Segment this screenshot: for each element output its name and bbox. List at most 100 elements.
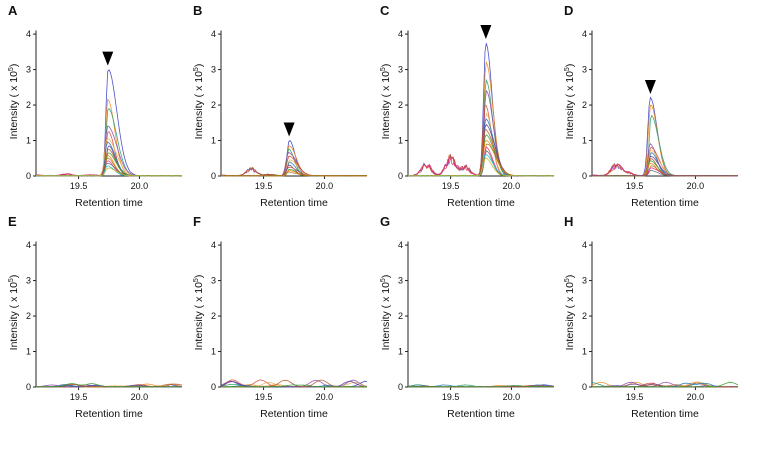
series-line: [36, 165, 183, 177]
series-line: [408, 129, 555, 177]
y-axis-title: Intensity ( x 105): [193, 275, 205, 351]
x-tick-label: 20.0: [503, 392, 521, 402]
peak-marker-icon: [644, 79, 656, 94]
x-tick-label: 19.5: [255, 392, 273, 402]
y-tick-label: 0: [26, 382, 31, 392]
series-line: [220, 380, 367, 388]
panel-letter: E: [8, 214, 17, 229]
series-line: [220, 152, 368, 177]
x-tick-label: 19.5: [70, 181, 88, 191]
series-line: [35, 131, 182, 177]
y-tick-label: 1: [398, 136, 403, 146]
x-axis-title: Retention time: [75, 197, 143, 209]
y-axis-title: Intensity ( x 105): [564, 275, 576, 351]
y-tick-label: 4: [211, 29, 216, 39]
y-tick-label: 0: [211, 171, 216, 181]
x-axis-title: Retention time: [75, 408, 143, 420]
y-tick-label: 3: [582, 65, 587, 75]
x-tick-label: 20.0: [687, 392, 705, 402]
x-axis-title: Retention time: [260, 197, 328, 209]
y-tick-label: 2: [398, 100, 403, 110]
series-line: [35, 152, 183, 177]
y-tick-label: 1: [582, 347, 587, 357]
peak-marker-icon: [102, 51, 114, 66]
y-tick-label: 3: [211, 276, 216, 286]
panel-letter: A: [8, 3, 18, 18]
y-axis-title: Intensity ( x 105): [380, 275, 392, 351]
y-axis-title: Intensity ( x 105): [193, 64, 205, 140]
y-axis-title: Intensity ( x 105): [564, 64, 576, 140]
y-axis-title: Intensity ( x 105): [8, 64, 20, 140]
series-line: [36, 383, 183, 388]
x-tick-label: 19.5: [442, 181, 460, 191]
panel-letter: D: [564, 3, 573, 18]
y-axis-title: Intensity ( x 105): [8, 275, 20, 351]
series-line: [35, 167, 183, 177]
series-line: [591, 381, 739, 388]
y-tick-label: 0: [582, 382, 587, 392]
x-axis-title: Retention time: [447, 408, 515, 420]
x-axis-title: Retention time: [260, 408, 328, 420]
y-tick-label: 2: [26, 100, 31, 110]
panel-f: F 0 1 2 3 4 19.5 20.0 Intensity ( x 105) Retentio…: [193, 214, 368, 420]
y-tick-label: 1: [211, 136, 216, 146]
y-tick-label: 2: [582, 311, 587, 321]
x-tick-label: 19.5: [442, 392, 460, 402]
y-tick-label: 2: [582, 100, 587, 110]
x-tick-label: 20.0: [687, 181, 705, 191]
series-line: [591, 142, 738, 177]
series-line: [220, 384, 367, 388]
y-tick-label: 2: [211, 100, 216, 110]
y-tick-label: 4: [398, 240, 403, 250]
y-tick-label: 3: [582, 276, 587, 286]
series-line: [407, 157, 555, 177]
y-tick-label: 1: [26, 347, 31, 357]
x-tick-label: 20.0: [503, 181, 521, 191]
y-tick-label: 0: [26, 171, 31, 181]
series-line: [35, 69, 183, 177]
panel-c: C 0 1 2 3 4 19.5 20.0 Intensity ( x 105) Retentio…: [380, 3, 555, 209]
y-tick-label: 2: [26, 311, 31, 321]
panel-d: D 0 1 2 3 4 19.5 20.0 Intensity ( x 105) Retentio…: [564, 3, 739, 209]
x-tick-label: 20.0: [131, 181, 149, 191]
series-line: [407, 385, 555, 388]
y-tick-label: 1: [398, 347, 403, 357]
panel-letter: B: [193, 3, 202, 18]
y-tick-label: 3: [26, 65, 31, 75]
panel-letter: G: [380, 214, 390, 229]
x-tick-label: 20.0: [316, 392, 334, 402]
y-tick-label: 0: [398, 382, 403, 392]
peak-marker-icon: [283, 122, 295, 137]
x-tick-label: 19.5: [70, 392, 88, 402]
panel-h: H 0 1 2 3 4 19.5 20.0 Intensity ( x 105) Retentio…: [564, 214, 739, 420]
y-tick-label: 4: [398, 29, 403, 39]
y-tick-label: 4: [582, 240, 587, 250]
y-tick-label: 1: [26, 136, 31, 146]
x-axis-title: Retention time: [631, 197, 699, 209]
y-tick-label: 0: [582, 171, 587, 181]
y-tick-label: 3: [211, 65, 216, 75]
series-line: [35, 138, 183, 177]
x-tick-label: 19.5: [255, 181, 273, 191]
y-tick-label: 3: [398, 65, 403, 75]
panel-b: B 0 1 2 3 4 19.5 20.0 Intensity ( x 105) Retentio…: [193, 3, 368, 209]
panel-g: G 0 1 2 3 4 19.5 20.0 Intensity ( x 105) Retentio…: [380, 214, 555, 420]
y-tick-label: 0: [398, 171, 403, 181]
x-tick-label: 19.5: [626, 392, 644, 402]
series-line: [220, 171, 367, 177]
panel-letter: C: [380, 3, 390, 18]
y-axis-title: Intensity ( x 105): [380, 64, 392, 140]
panel-a: A 0 1 2 3 4 19.5 20.0 Intensity ( x 105) Retentio…: [8, 3, 183, 209]
y-tick-label: 4: [582, 29, 587, 39]
series-line: [592, 169, 739, 177]
y-tick-label: 4: [26, 29, 31, 39]
x-axis-title: Retention time: [447, 197, 515, 209]
x-axis-title: Retention time: [631, 408, 699, 420]
y-tick-label: 1: [211, 347, 216, 357]
panel-letter: F: [193, 214, 201, 229]
y-tick-label: 4: [211, 240, 216, 250]
x-tick-label: 19.5: [626, 181, 644, 191]
x-tick-label: 20.0: [131, 392, 149, 402]
y-tick-label: 0: [211, 382, 216, 392]
